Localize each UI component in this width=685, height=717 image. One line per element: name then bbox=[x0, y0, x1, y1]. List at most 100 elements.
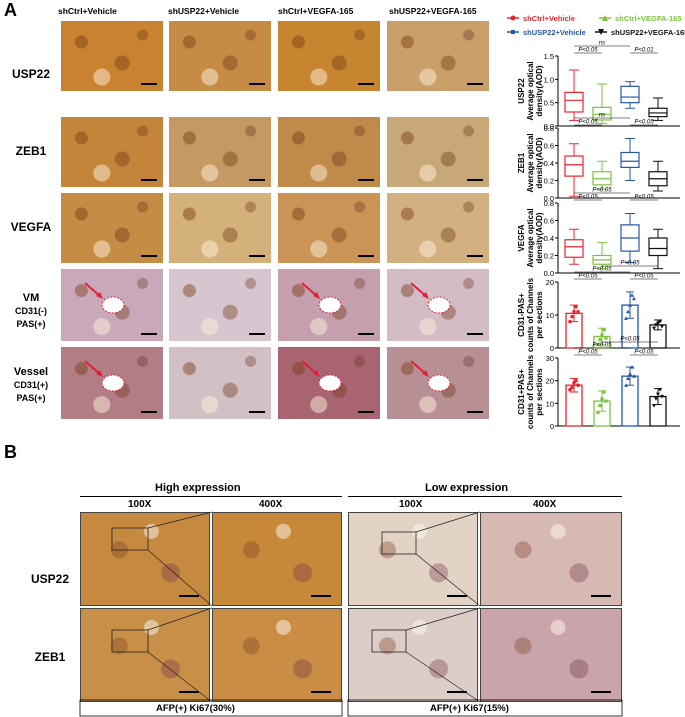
y-axis-label-line: per sections bbox=[535, 291, 544, 339]
significance-label: P<0.05 bbox=[578, 274, 598, 280]
data-point bbox=[652, 326, 656, 331]
box-2 bbox=[592, 106, 612, 121]
y-tick-label: 0.8 bbox=[544, 124, 554, 133]
y-tick-label: 0.4 bbox=[544, 234, 554, 243]
y-tick-label: 0.5 bbox=[544, 99, 554, 108]
scale-bar bbox=[249, 255, 265, 257]
legend-label-usp22-vehicle: shUSP22+Vehicle bbox=[523, 28, 586, 37]
y-tick-label: 0.4 bbox=[544, 159, 554, 168]
data-point bbox=[624, 383, 628, 387]
high-400x-label: 400X bbox=[259, 499, 283, 510]
y-axis-label-line: counts of Channels bbox=[526, 277, 535, 352]
data-point bbox=[628, 371, 632, 376]
y-axis-label: ZEB1 Average optical density(AOD) bbox=[517, 133, 544, 192]
scale-bar bbox=[358, 411, 374, 413]
micrograph-r5-c2 bbox=[168, 346, 272, 420]
scale-bar bbox=[467, 83, 483, 85]
micrograph-r4-c1 bbox=[60, 268, 164, 342]
low-expression-footer: AFP(+) Ki67(15%) bbox=[430, 703, 509, 714]
y-tick-label: 30 bbox=[546, 354, 554, 363]
micrograph-r2-c3 bbox=[277, 116, 381, 188]
data-point bbox=[574, 304, 578, 309]
y-tick-label: 1.0 bbox=[544, 75, 554, 84]
low-expression-title: Low expression bbox=[425, 482, 509, 494]
b-row-label-zeb1: ZEB1 bbox=[34, 650, 66, 664]
y-axis-label-line: CD31+PAS+ bbox=[517, 369, 526, 415]
column-header-4: shUSP22+VEGFA-165 bbox=[389, 6, 477, 16]
significance-label: P<0.05 bbox=[578, 195, 598, 201]
high-expression-footer: AFP(+) Ki67(30%) bbox=[156, 703, 235, 714]
legend: shCtrl+Vehicle shCtrl+VEGFA-165 shUSP22+… bbox=[503, 14, 685, 42]
data-point bbox=[596, 410, 600, 414]
scale-bar bbox=[141, 333, 157, 335]
column-header-2: shUSP22+Vehicle bbox=[168, 6, 240, 16]
data-point bbox=[654, 397, 658, 401]
y-tick-label: 0.0 bbox=[544, 194, 554, 203]
y-tick-label: 0.0 bbox=[544, 122, 554, 131]
y-tick-label: 0.0 bbox=[544, 269, 554, 278]
data-point bbox=[576, 383, 580, 388]
b-zeb1-low-100x bbox=[348, 608, 478, 702]
legend-marker-usp22-vegfa bbox=[598, 29, 604, 35]
y-tick-label: 20 bbox=[546, 377, 554, 386]
significance-label: P<0.05 bbox=[592, 343, 612, 349]
panel-letter-b: B bbox=[4, 442, 17, 462]
data-point bbox=[598, 338, 602, 342]
data-point bbox=[602, 390, 606, 394]
data-point bbox=[604, 399, 608, 403]
y-axis-label-line: CD31-PAS+ bbox=[517, 293, 526, 337]
b-usp22-low-400x bbox=[480, 512, 622, 606]
channel-annotation bbox=[84, 360, 125, 392]
micrograph-r3-c4 bbox=[386, 192, 490, 264]
micrograph-r2-c1 bbox=[60, 116, 164, 188]
significance-label: P<0.05 bbox=[592, 188, 612, 194]
legend-label-ctrl-vehicle: shCtrl+Vehicle bbox=[523, 14, 575, 23]
column-header-3: shCtrl+VEGFA-165 bbox=[278, 6, 354, 16]
data-point bbox=[576, 309, 580, 314]
row-label-vm-title: VM bbox=[22, 292, 40, 304]
y-tick-label: 0.2 bbox=[544, 252, 554, 261]
y-axis-label-line: per sections bbox=[535, 368, 544, 416]
data-point bbox=[632, 374, 636, 378]
micrograph-r5-c4 bbox=[386, 346, 490, 420]
row-label-vessel-title: Vessel bbox=[13, 366, 49, 378]
data-point bbox=[602, 328, 606, 332]
channel-annotation bbox=[410, 282, 451, 314]
micrograph-r4-c2 bbox=[168, 268, 272, 342]
y-axis-label: VEGFA Average optical density(AOD) bbox=[517, 208, 544, 267]
micrograph-r1-c1 bbox=[60, 20, 164, 92]
low-100x-label: 100X bbox=[399, 499, 423, 510]
y-tick-label: 1.5 bbox=[544, 52, 554, 61]
micrograph-r1-c3 bbox=[277, 20, 381, 92]
data-point bbox=[600, 333, 604, 337]
micrograph-r3-c2 bbox=[168, 192, 272, 264]
y-axis-label-line: Average optical bbox=[526, 61, 535, 120]
scale-bar bbox=[358, 255, 374, 257]
y-tick-label: 20 bbox=[546, 278, 554, 287]
significance-label: P<0.05 bbox=[578, 120, 598, 126]
data-point bbox=[630, 293, 634, 297]
y-tick-label: 0.6 bbox=[544, 217, 554, 226]
data-point bbox=[626, 376, 630, 380]
scale-bar bbox=[447, 595, 467, 597]
data-point bbox=[624, 316, 628, 320]
legend-marker-ctrl-vehicle bbox=[510, 15, 516, 21]
micrograph-r1-c2 bbox=[168, 20, 272, 92]
legend-marker-ctrl-vegfa bbox=[602, 15, 608, 21]
scale-bar bbox=[358, 179, 374, 181]
b-usp22-high-400x bbox=[212, 512, 342, 606]
significance-label: P<0.05 bbox=[620, 261, 640, 267]
data-point bbox=[568, 319, 572, 324]
y-axis-label: CD31+PAS+ counts of Channels per sections bbox=[517, 354, 544, 429]
scale-bar bbox=[179, 691, 199, 693]
micrograph-r4-c3 bbox=[277, 268, 381, 342]
micrograph-r4-c4 bbox=[386, 268, 490, 342]
row-label-vegfa: VEGFA bbox=[10, 220, 52, 234]
micrograph-r5-c1 bbox=[60, 346, 164, 420]
scale-bar bbox=[358, 333, 374, 335]
scale-bar bbox=[467, 255, 483, 257]
scale-bar bbox=[141, 83, 157, 85]
significance-label: P<0.05 bbox=[578, 350, 598, 356]
significance-label: P<0.05 bbox=[592, 267, 612, 273]
